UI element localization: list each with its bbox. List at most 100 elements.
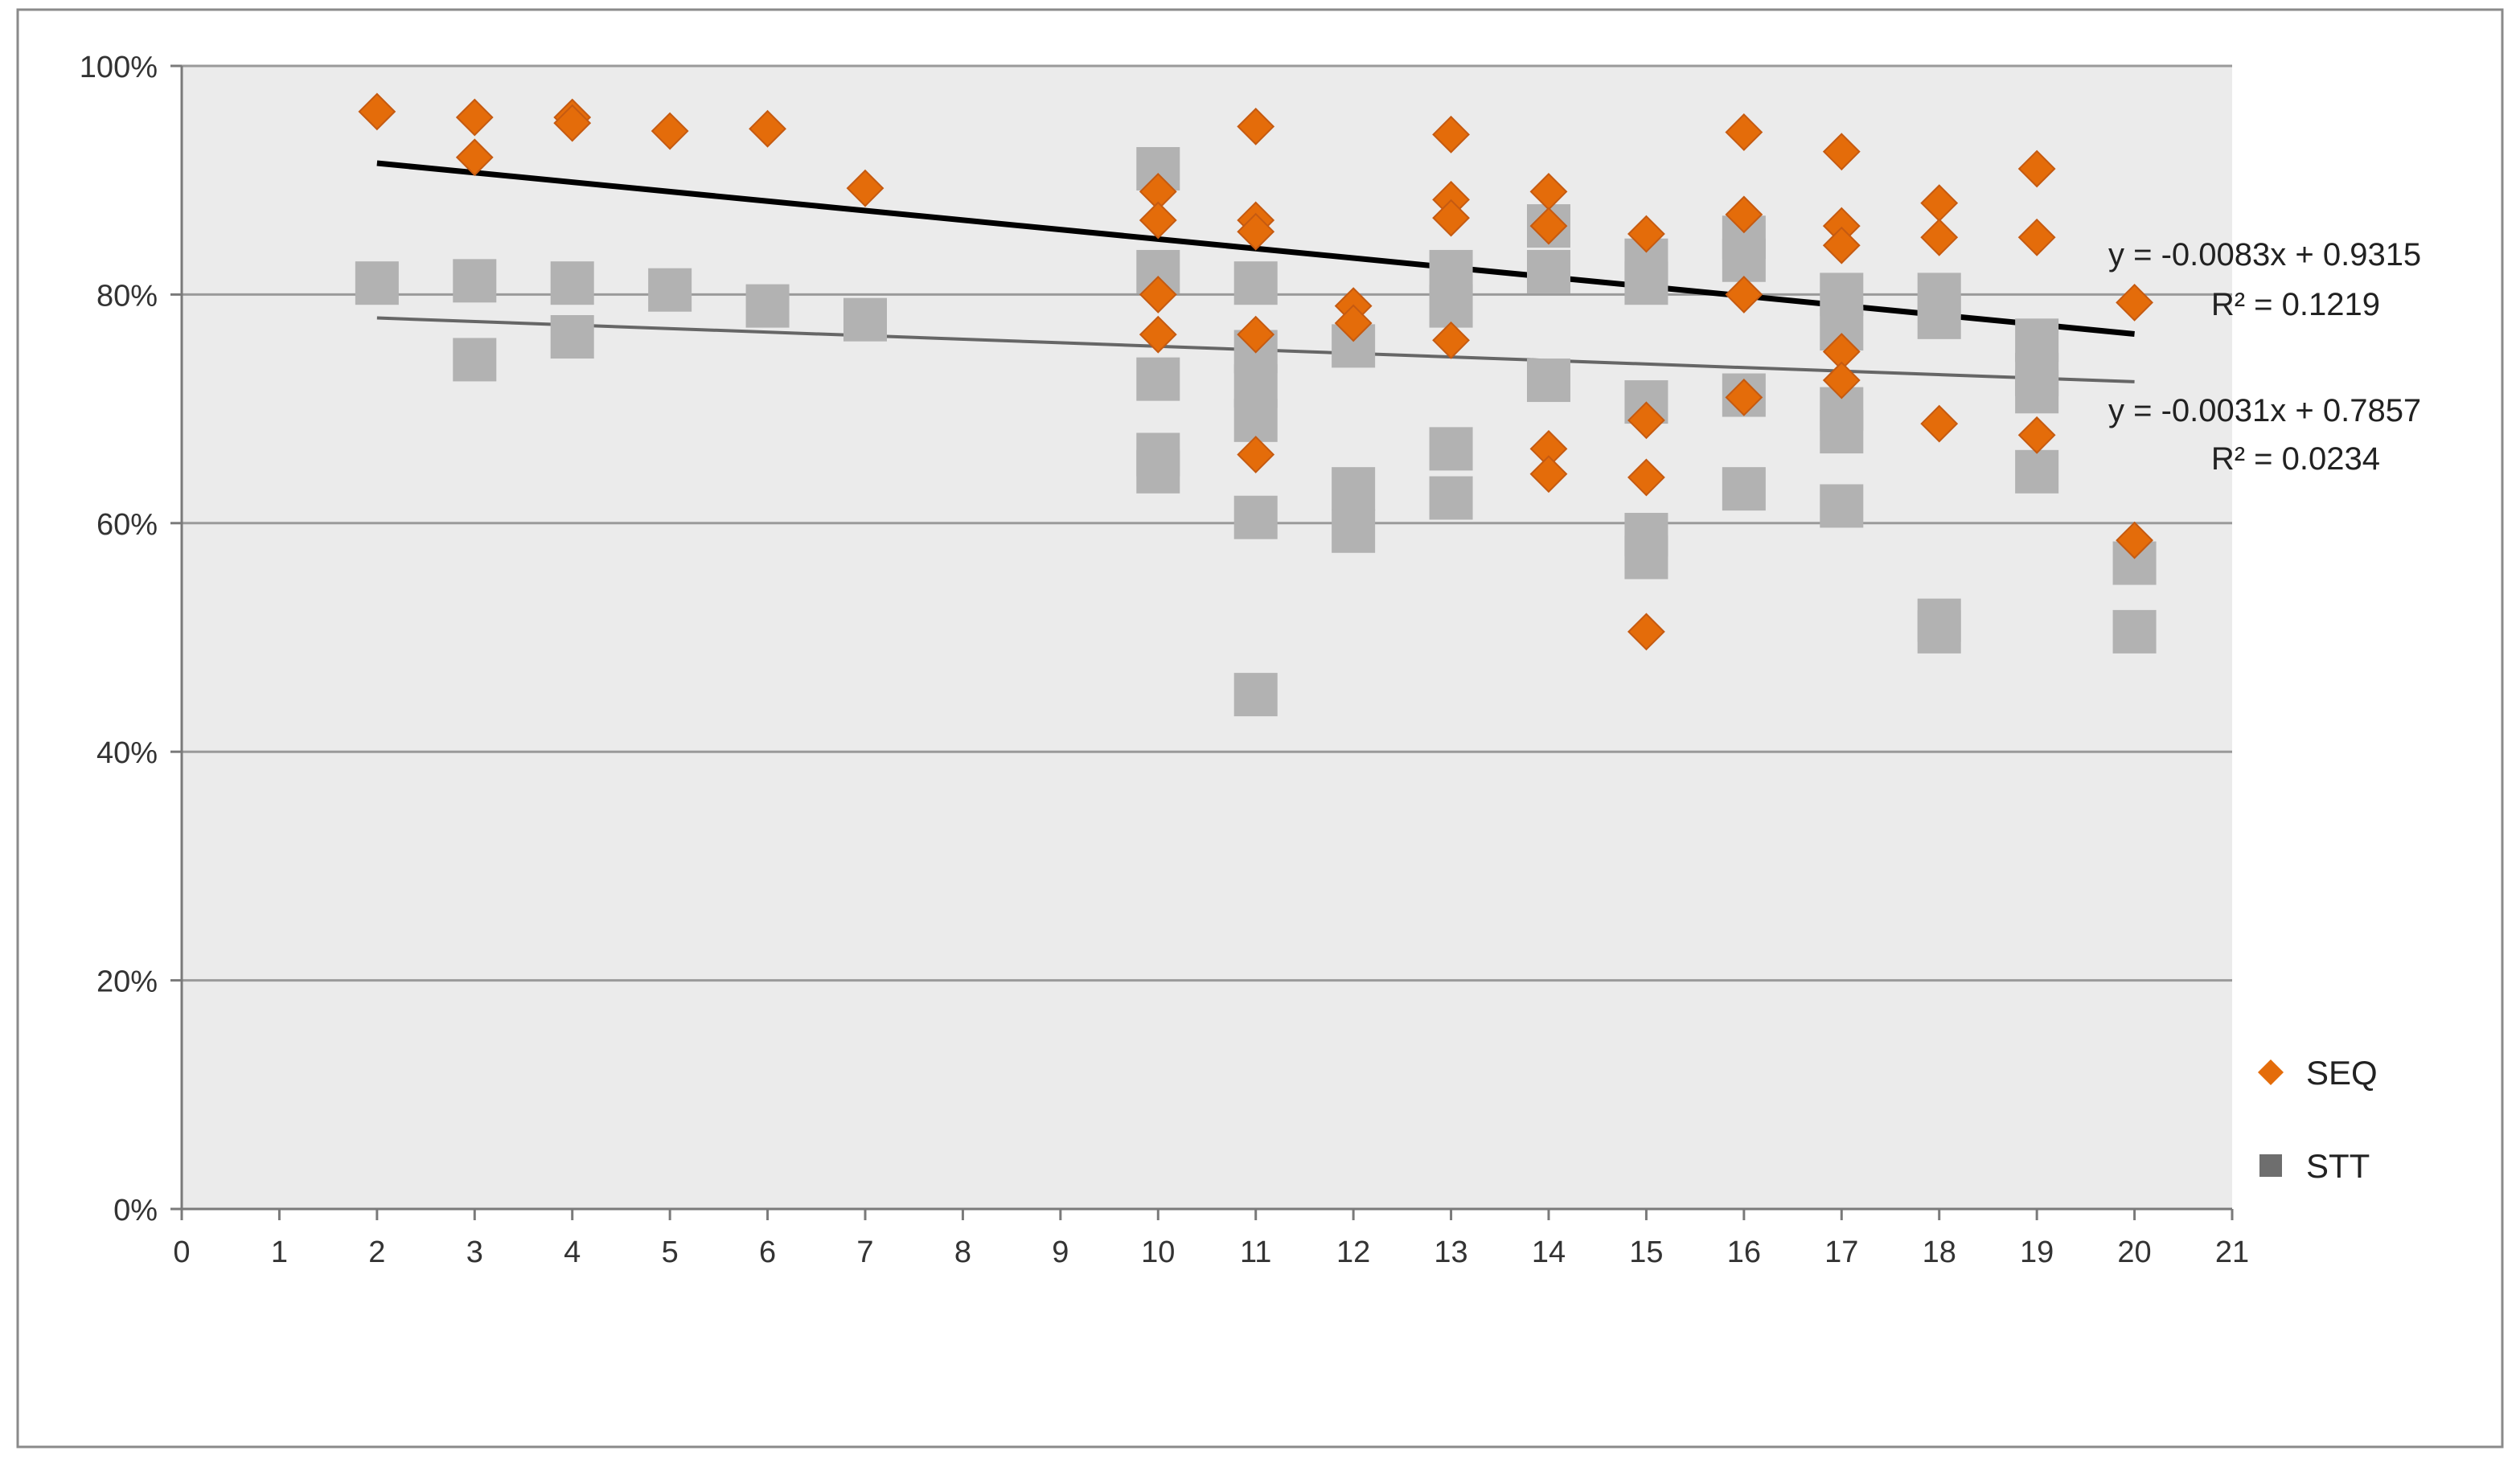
seq-point	[1529, 207, 1568, 245]
stt-point	[1624, 261, 1668, 305]
seq-point	[1529, 455, 1568, 494]
stt-point	[453, 259, 497, 303]
stt-point	[1917, 295, 1961, 339]
x-tick-label: 1	[271, 1235, 288, 1269]
x-tick-label: 9	[1052, 1235, 1069, 1269]
x-tick-label: 4	[564, 1235, 581, 1269]
seq-point	[2116, 521, 2153, 559]
stt-series	[355, 146, 2157, 717]
x-tick-label: 18	[1923, 1235, 1956, 1269]
stt-point	[1527, 359, 1570, 403]
seq-point	[1725, 378, 1763, 416]
y-tick-label: 60%	[96, 508, 158, 542]
y-tick-label: 0%	[113, 1194, 158, 1227]
legend: SEQ STT	[2258, 1054, 2378, 1185]
x-tick-label: 15	[1629, 1235, 1663, 1269]
x-tick-label: 10	[1141, 1235, 1175, 1269]
legend-marker-seq	[2258, 1059, 2284, 1085]
stt-point	[1233, 261, 1278, 305]
seq-point	[1627, 613, 1665, 651]
x-tick-label: 2	[368, 1235, 385, 1269]
seq-point	[1432, 199, 1470, 237]
stt-point	[2015, 449, 2059, 494]
seq-point	[1237, 436, 1275, 473]
seq-point	[2017, 150, 2056, 188]
seq-point	[455, 138, 494, 177]
seq-point	[1920, 218, 1959, 256]
seq-point	[2017, 416, 2056, 454]
seq-point	[553, 104, 592, 142]
x-tick-label: 14	[1532, 1235, 1566, 1269]
legend-marker-stt	[2259, 1154, 2282, 1177]
seq-point	[1139, 315, 1177, 354]
seq-series	[358, 92, 2153, 651]
x-tick-label: 8	[954, 1235, 971, 1269]
x-tick-label: 0	[173, 1235, 190, 1269]
stt-point	[1332, 467, 1376, 511]
trendline-r2: R² = 0.0234	[2211, 441, 2380, 477]
x-tick-label: 11	[1240, 1235, 1271, 1269]
stt-point	[1233, 673, 1278, 717]
x-tick-label: 13	[1434, 1235, 1467, 1269]
seq-point	[1334, 304, 1373, 342]
axes: 0%20%40%60%80%100%0 1 2 3 4 5 6 7 8 9 10 11 12 13 14 15…	[80, 51, 2249, 1269]
x-tick-label: 19	[2020, 1235, 2054, 1269]
gridlines	[182, 64, 2232, 982]
seq-point	[1237, 212, 1275, 251]
trendline-equation: y = -0.0031x + 0.7857	[2108, 393, 2421, 428]
legend-label: STT	[2306, 1147, 2370, 1185]
x-tick-label: 7	[856, 1235, 873, 1269]
stt-point	[550, 315, 594, 359]
seq-point	[1139, 275, 1177, 313]
seq-point	[1627, 401, 1665, 440]
stt-point	[745, 284, 790, 328]
y-tick-label: 80%	[96, 279, 158, 313]
stt-point	[355, 261, 399, 305]
stt-point	[1429, 427, 1473, 471]
seq-point	[1237, 315, 1275, 354]
x-tick-label: 17	[1824, 1235, 1858, 1269]
stt-point	[453, 338, 497, 382]
seq-point	[1432, 321, 1470, 359]
seq-point	[749, 109, 786, 148]
stt-point	[1136, 449, 1180, 494]
seq-point	[1822, 361, 1861, 400]
seq-point	[1725, 113, 1763, 151]
stt-point	[550, 261, 594, 305]
stt-point	[1820, 410, 1864, 454]
seq-point	[1237, 107, 1275, 145]
stt-point	[648, 268, 692, 312]
stt-point	[2112, 609, 2157, 654]
stt-point	[1136, 357, 1180, 401]
stt-point	[1429, 284, 1473, 328]
stt-point	[1429, 476, 1473, 520]
y-tick-label: 20%	[96, 965, 158, 999]
x-tick-label: 12	[1336, 1235, 1370, 1269]
seq-point	[358, 92, 396, 131]
seq-point	[1432, 115, 1470, 154]
seq-point	[2017, 218, 2056, 256]
stt-point	[1820, 484, 1864, 528]
stt-point	[843, 297, 887, 342]
trendline-equation: y = -0.0083x + 0.9315	[2108, 237, 2421, 273]
x-tick-label: 6	[759, 1235, 776, 1269]
x-tick-label: 21	[2215, 1235, 2249, 1269]
seq-point	[1822, 133, 1861, 171]
stt-point	[2015, 370, 2059, 414]
plot-area	[182, 66, 2232, 1209]
stt-point	[1233, 495, 1278, 539]
seq-point	[1725, 195, 1763, 234]
seq-point	[1920, 404, 1959, 443]
trendline-labels: y = -0.0083x + 0.9315 R² = 0.1219 y = -0.0…	[2108, 237, 2421, 477]
seq-point	[1822, 226, 1861, 264]
seq-point	[1627, 458, 1665, 497]
x-tick-label: 20	[2117, 1235, 2151, 1269]
x-tick-label: 3	[466, 1235, 483, 1269]
stt-point	[1722, 467, 1766, 511]
stt-point	[1527, 249, 1570, 293]
legend-label: SEQ	[2306, 1054, 2378, 1092]
y-tick-label: 40%	[96, 736, 158, 770]
seq-point	[846, 169, 884, 207]
